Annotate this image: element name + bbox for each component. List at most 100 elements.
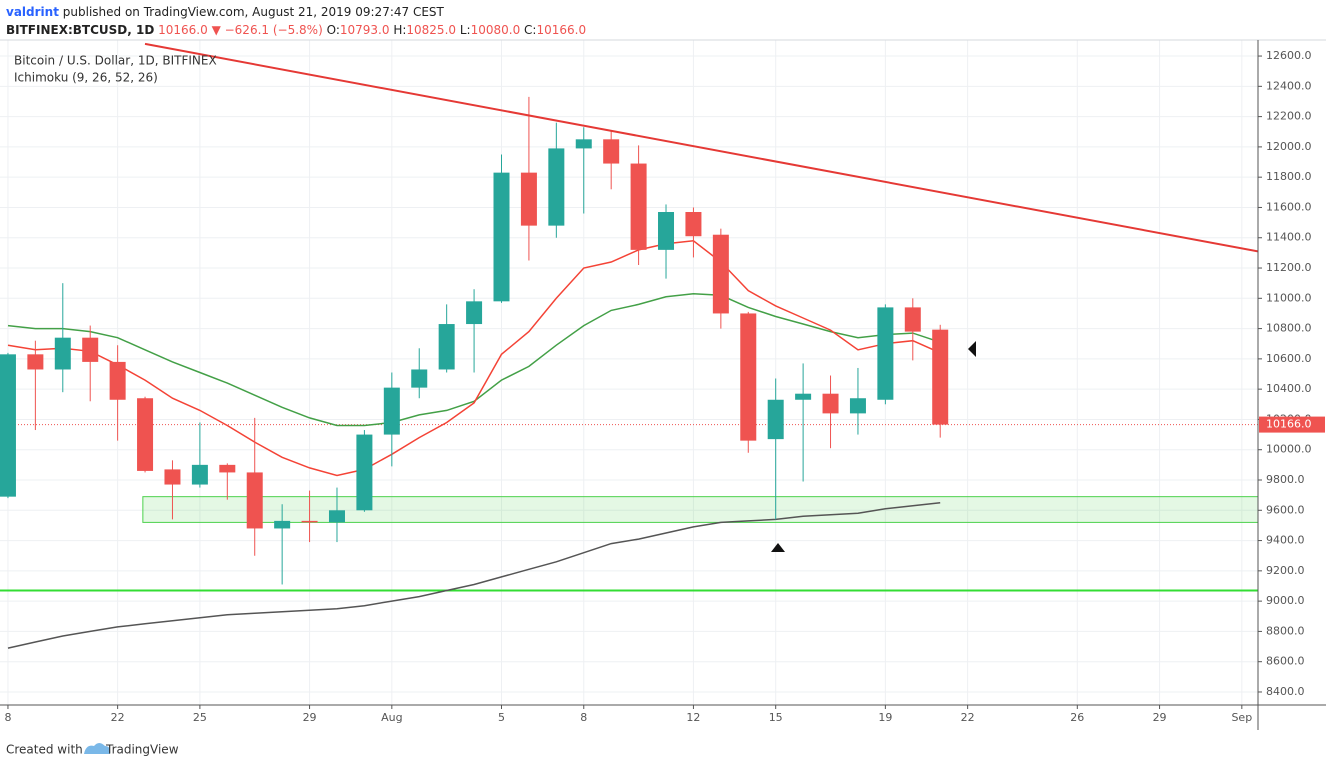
ohlc-value: 10825.0 xyxy=(406,23,456,37)
ohlc-key: O: xyxy=(327,23,340,37)
last-price-label: 10166.0 xyxy=(1266,418,1312,431)
candle-body xyxy=(219,464,236,473)
ohlc-key: L: xyxy=(460,23,471,37)
candle-body xyxy=(411,369,428,388)
y-tick-label: 8800.0 xyxy=(1266,624,1305,637)
y-tick-label: 9000.0 xyxy=(1266,594,1305,607)
y-tick-label: 8600.0 xyxy=(1266,655,1305,668)
last-price-tag xyxy=(1259,416,1325,433)
legend-instrument: Bitcoin / U.S. Dollar, 1D, BITFINEX xyxy=(14,54,217,68)
candle-body xyxy=(685,212,702,237)
candle-body xyxy=(328,510,345,523)
marker-left xyxy=(968,341,976,357)
candle-body xyxy=(0,354,16,497)
y-tick-label: 10000.0 xyxy=(1266,443,1312,456)
x-tick-label: 12 xyxy=(686,711,700,724)
y-tick-label: 9400.0 xyxy=(1266,534,1305,547)
footer-brand[interactable]: TradingView xyxy=(105,743,179,757)
candle-body xyxy=(932,329,949,425)
candle-body xyxy=(767,399,784,440)
support-zone xyxy=(142,496,1258,523)
y-tick-label: 11400.0 xyxy=(1266,231,1312,244)
ohlc-value: 10793.0 xyxy=(340,23,390,37)
author[interactable]: valdrint xyxy=(6,5,59,19)
candle-body xyxy=(82,337,99,362)
ohlc-value: 10080.0 xyxy=(471,23,521,37)
brand-logo xyxy=(84,743,111,754)
candle-body xyxy=(630,163,647,250)
x-tick-label: 15 xyxy=(769,711,783,724)
ohlc-value: 10166.0 xyxy=(536,23,586,37)
candle-body xyxy=(795,393,812,400)
x-tick-label: 19 xyxy=(878,711,892,724)
y-tick-label: 12000.0 xyxy=(1266,140,1312,153)
ohlc-key: C: xyxy=(524,23,536,37)
y-tick-label: 10800.0 xyxy=(1266,322,1312,335)
x-tick-label: 8 xyxy=(580,711,587,724)
x-tick-label: 26 xyxy=(1070,711,1084,724)
trendline xyxy=(144,42,1258,253)
candle-body xyxy=(164,469,181,485)
y-tick-label: 10600.0 xyxy=(1266,352,1312,365)
x-tick-label: 29 xyxy=(1153,711,1167,724)
footer-prefix: Created with xyxy=(6,743,83,757)
plot xyxy=(0,42,1258,649)
change: ▼ −626.1 (−5.8%) xyxy=(212,23,323,37)
symbol: BITFINEX:BTCUSD, 1D xyxy=(6,23,154,37)
candle-body xyxy=(438,324,455,370)
y-tick-label: 9600.0 xyxy=(1266,503,1305,516)
candle-body xyxy=(740,313,757,441)
candle-body xyxy=(246,472,263,529)
marker-up xyxy=(771,543,785,552)
x-tick-label: 29 xyxy=(303,711,317,724)
ohlc-key: H: xyxy=(393,23,406,37)
x-tick-label: 22 xyxy=(111,711,125,724)
candle-body xyxy=(520,172,537,226)
candle-body xyxy=(822,393,839,414)
last: 10166.0 xyxy=(158,23,208,37)
y-tick-label: 8400.0 xyxy=(1266,685,1305,698)
y-tick-label: 10400.0 xyxy=(1266,382,1312,395)
x-tick-label: 25 xyxy=(193,711,207,724)
candle-body xyxy=(575,139,592,149)
legend-indicator: Ichimoku (9, 26, 52, 26) xyxy=(14,71,158,85)
candle-body xyxy=(383,387,400,435)
candle-body xyxy=(466,301,483,325)
candle-body xyxy=(54,337,71,370)
candle-body xyxy=(27,354,44,370)
x-tick-label: 22 xyxy=(961,711,975,724)
candle-body xyxy=(356,434,373,511)
y-tick-label: 11800.0 xyxy=(1266,170,1312,183)
axes: 8400.0 8600.0 8800.0 9000.0 9200.0 9400.0 9600… xyxy=(4,49,1325,724)
y-tick-label: 9200.0 xyxy=(1266,564,1305,577)
candle-body xyxy=(904,307,921,332)
candle-body xyxy=(137,398,154,471)
x-tick-label: 5 xyxy=(498,711,505,724)
candle-body xyxy=(849,398,866,414)
indicator-line xyxy=(7,240,941,477)
candle-body xyxy=(603,139,620,164)
x-tick-label: Sep xyxy=(1231,711,1252,724)
published: published on TradingView.com, August 21,… xyxy=(63,5,445,19)
indicator-line xyxy=(7,501,941,649)
y-tick-label: 11600.0 xyxy=(1266,200,1312,213)
candle-body xyxy=(493,172,510,302)
candle-body xyxy=(109,361,126,400)
candle-body xyxy=(301,520,318,523)
candle-body xyxy=(658,212,675,250)
x-tick-label: Aug xyxy=(381,711,402,724)
x-tick-label: 8 xyxy=(4,711,11,724)
symbol-line: BITFINEX:BTCUSD, 1D 10166.0 ▼ −626.1 (−5… xyxy=(6,23,586,37)
candle-body xyxy=(274,520,291,529)
candle-body xyxy=(548,148,565,226)
candle-body xyxy=(191,464,208,485)
header-line: valdrint published on TradingView.com, A… xyxy=(6,5,445,19)
y-tick-label: 11000.0 xyxy=(1266,291,1312,304)
y-tick-label: 9800.0 xyxy=(1266,473,1305,486)
y-tick-label: 12200.0 xyxy=(1266,110,1312,123)
y-tick-label: 12400.0 xyxy=(1266,79,1312,92)
y-tick-label: 11200.0 xyxy=(1266,261,1312,274)
candle-body xyxy=(712,234,729,314)
